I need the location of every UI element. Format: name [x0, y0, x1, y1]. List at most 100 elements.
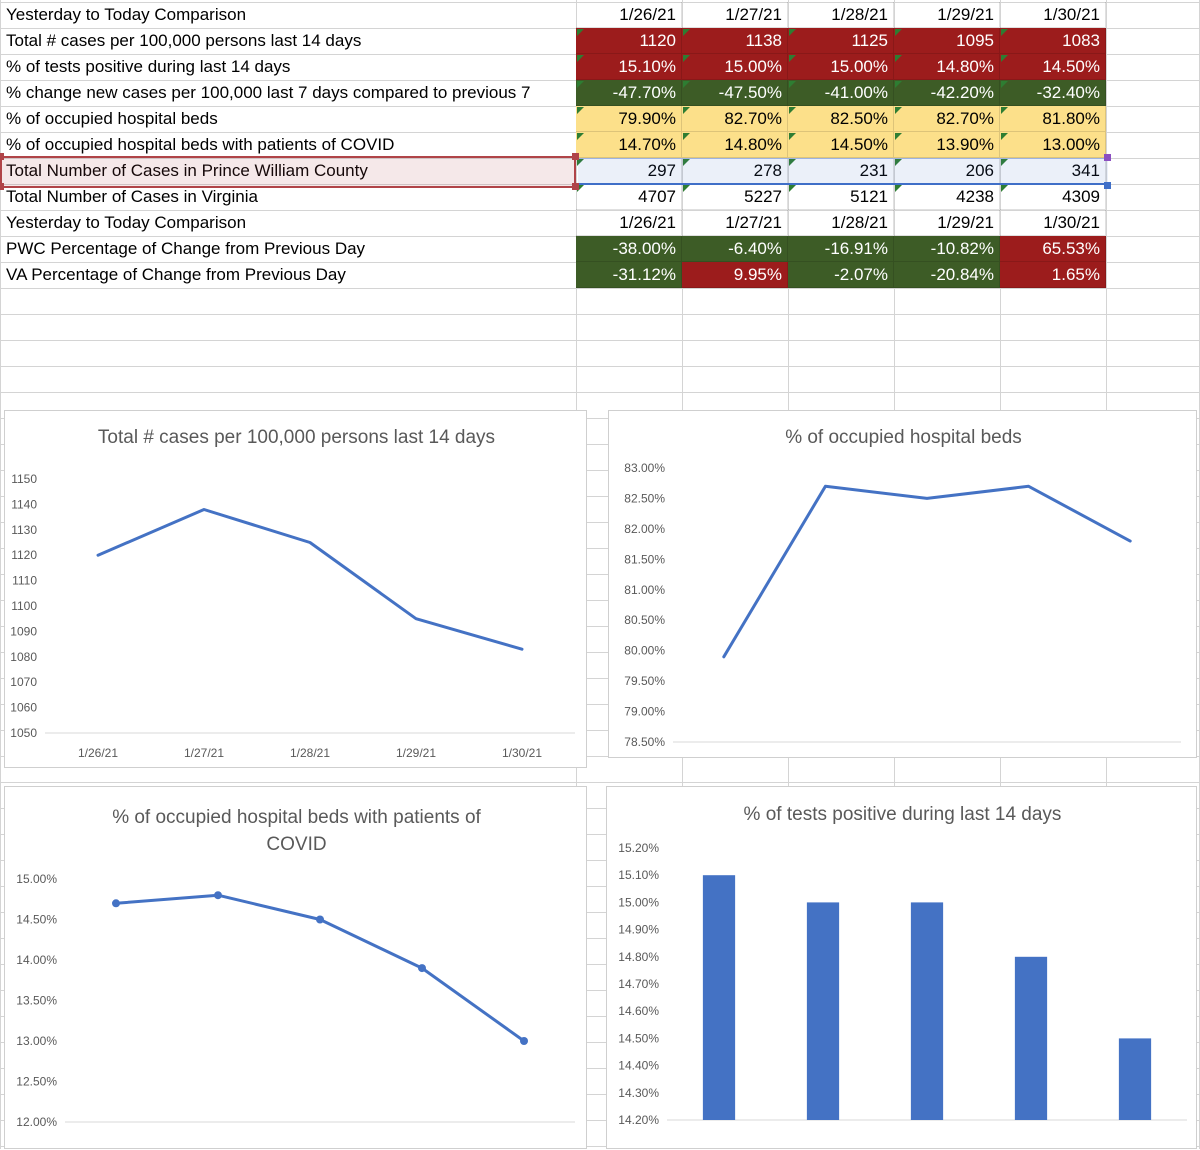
- y-tick-label: 80.00%: [624, 644, 665, 658]
- data-cell[interactable]: 4309: [1000, 184, 1106, 210]
- chart-tests-positive[interactable]: % of tests positive during last 14 days 1…: [606, 786, 1197, 1149]
- data-cell[interactable]: 65.53%: [1000, 236, 1106, 262]
- row-gridline: [0, 392, 1200, 393]
- data-cell[interactable]: 14.80%: [682, 132, 788, 158]
- error-indicator-icon: [789, 29, 796, 36]
- row-label[interactable]: Total # cases per 100,000 persons last 1…: [6, 31, 362, 50]
- chart-title: % of occupied hospital beds: [785, 427, 1022, 448]
- row-label[interactable]: Total Number of Cases in Prince William …: [6, 161, 368, 180]
- data-cell[interactable]: -20.84%: [894, 262, 1000, 288]
- data-cell[interactable]: 1138: [682, 28, 788, 54]
- row-label[interactable]: Yesterday to Today Comparison: [6, 213, 247, 232]
- data-cell[interactable]: 15.00%: [682, 54, 788, 80]
- row-gridline: [0, 288, 1200, 289]
- data-cell[interactable]: 1/29/21: [894, 2, 1000, 28]
- data-cell[interactable]: 9.95%: [682, 262, 788, 288]
- data-cell[interactable]: 14.50%: [788, 132, 894, 158]
- chart-title: % of occupied hospital beds with patient…: [112, 807, 481, 828]
- bar: [1118, 1038, 1152, 1120]
- data-cell[interactable]: 79.90%: [576, 106, 682, 132]
- selection-handle-left-bottom[interactable]: [0, 183, 4, 190]
- x-tick-label: 1/27/21: [184, 746, 224, 760]
- error-indicator-icon: [1001, 159, 1008, 166]
- row-label[interactable]: % of occupied hospital beds with patient…: [6, 135, 395, 154]
- data-cell[interactable]: 1/26/21: [576, 210, 682, 236]
- data-cell[interactable]: 13.00%: [1000, 132, 1106, 158]
- data-cell[interactable]: 1/28/21: [788, 2, 894, 28]
- row-gridline: [0, 444, 1200, 445]
- y-tick-label: 1140: [11, 497, 37, 511]
- data-cell[interactable]: 14.50%: [1000, 54, 1106, 80]
- data-cell[interactable]: 81.80%: [1000, 106, 1106, 132]
- data-cell[interactable]: 14.70%: [576, 132, 682, 158]
- data-cell[interactable]: 1083: [1000, 28, 1106, 54]
- data-cell[interactable]: 82.70%: [894, 106, 1000, 132]
- data-cell[interactable]: -47.50%: [682, 80, 788, 106]
- row-label[interactable]: VA Percentage of Change from Previous Da…: [6, 265, 346, 284]
- data-cell[interactable]: 5121: [788, 184, 894, 210]
- bar: [806, 902, 840, 1120]
- data-point: [316, 915, 324, 924]
- row-gridline: [0, 470, 1200, 471]
- data-cell[interactable]: 15.10%: [576, 54, 682, 80]
- data-cell[interactable]: 1.65%: [1000, 262, 1106, 288]
- selection-handle-left-top[interactable]: [0, 153, 4, 160]
- data-cell[interactable]: -32.40%: [1000, 80, 1106, 106]
- row-gridline: [0, 990, 1200, 991]
- data-cell[interactable]: 1/26/21: [576, 2, 682, 28]
- bar: [702, 875, 736, 1120]
- data-cell[interactable]: 13.90%: [894, 132, 1000, 158]
- selection-handle-right-top[interactable]: [572, 153, 579, 160]
- row-gridline: [0, 652, 1200, 653]
- data-cell[interactable]: 4707: [576, 184, 682, 210]
- data-point: [112, 899, 120, 908]
- data-cell[interactable]: -47.70%: [576, 80, 682, 106]
- data-cell[interactable]: 1120: [576, 28, 682, 54]
- data-cell[interactable]: 15.00%: [788, 54, 894, 80]
- data-cell[interactable]: 1125: [788, 28, 894, 54]
- row-label[interactable]: % change new cases per 100,000 last 7 da…: [6, 83, 531, 102]
- data-cell[interactable]: 1/30/21: [1000, 210, 1106, 236]
- chart-covid-hospital-beds[interactable]: % of occupied hospital beds with patient…: [4, 786, 587, 1149]
- y-tick-label: 79.50%: [624, 674, 665, 688]
- range-handle-bottom-right[interactable]: [1104, 182, 1111, 189]
- row-label[interactable]: Total Number of Cases in Virginia: [6, 187, 258, 206]
- row-gridline: [0, 834, 1200, 835]
- range-handle-top-right[interactable]: [1104, 154, 1111, 161]
- row-label[interactable]: Yesterday to Today Comparison: [6, 5, 247, 24]
- y-tick-label: 14.80%: [618, 950, 659, 964]
- row-label[interactable]: PWC Percentage of Change from Previous D…: [6, 239, 366, 258]
- data-cell[interactable]: -2.07%: [788, 262, 894, 288]
- data-cell[interactable]: -6.40%: [682, 236, 788, 262]
- y-tick-label: 1150: [11, 472, 37, 486]
- data-cell[interactable]: 5227: [682, 184, 788, 210]
- row-label[interactable]: % of tests positive during last 14 days: [6, 57, 291, 76]
- data-cell[interactable]: 1095: [894, 28, 1000, 54]
- data-cell[interactable]: -41.00%: [788, 80, 894, 106]
- data-cell[interactable]: 1/29/21: [894, 210, 1000, 236]
- data-cell[interactable]: -31.12%: [576, 262, 682, 288]
- data-cell[interactable]: -42.20%: [894, 80, 1000, 106]
- chart-occupied-hospital-beds[interactable]: % of occupied hospital beds 78.50% 79.00% 7…: [608, 410, 1197, 758]
- error-indicator-icon: [577, 107, 584, 114]
- data-cell[interactable]: 82.70%: [682, 106, 788, 132]
- data-cell[interactable]: 1/28/21: [788, 210, 894, 236]
- data-cell[interactable]: 4238: [894, 184, 1000, 210]
- data-cell[interactable]: -16.91%: [788, 236, 894, 262]
- data-cell[interactable]: 82.50%: [788, 106, 894, 132]
- selection-handle-right-bottom[interactable]: [572, 183, 579, 190]
- error-indicator-icon: [683, 107, 690, 114]
- data-cell[interactable]: 1/30/21: [1000, 2, 1106, 28]
- selected-range[interactable]: [578, 158, 1108, 185]
- data-cell[interactable]: -38.00%: [576, 236, 682, 262]
- chart-cases-per-100k[interactable]: Total # cases per 100,000 persons last 1…: [4, 410, 587, 768]
- error-indicator-icon: [895, 107, 902, 114]
- y-tick-label: 13.00%: [16, 1034, 57, 1048]
- data-cell[interactable]: 14.80%: [894, 54, 1000, 80]
- data-cell[interactable]: -10.82%: [894, 236, 1000, 262]
- row-label[interactable]: % of occupied hospital beds: [6, 109, 218, 128]
- selected-row-label[interactable]: [0, 156, 576, 188]
- data-cell[interactable]: 1/27/21: [682, 210, 788, 236]
- data-cell[interactable]: 1/27/21: [682, 2, 788, 28]
- y-tick-label: 15.00%: [618, 895, 659, 909]
